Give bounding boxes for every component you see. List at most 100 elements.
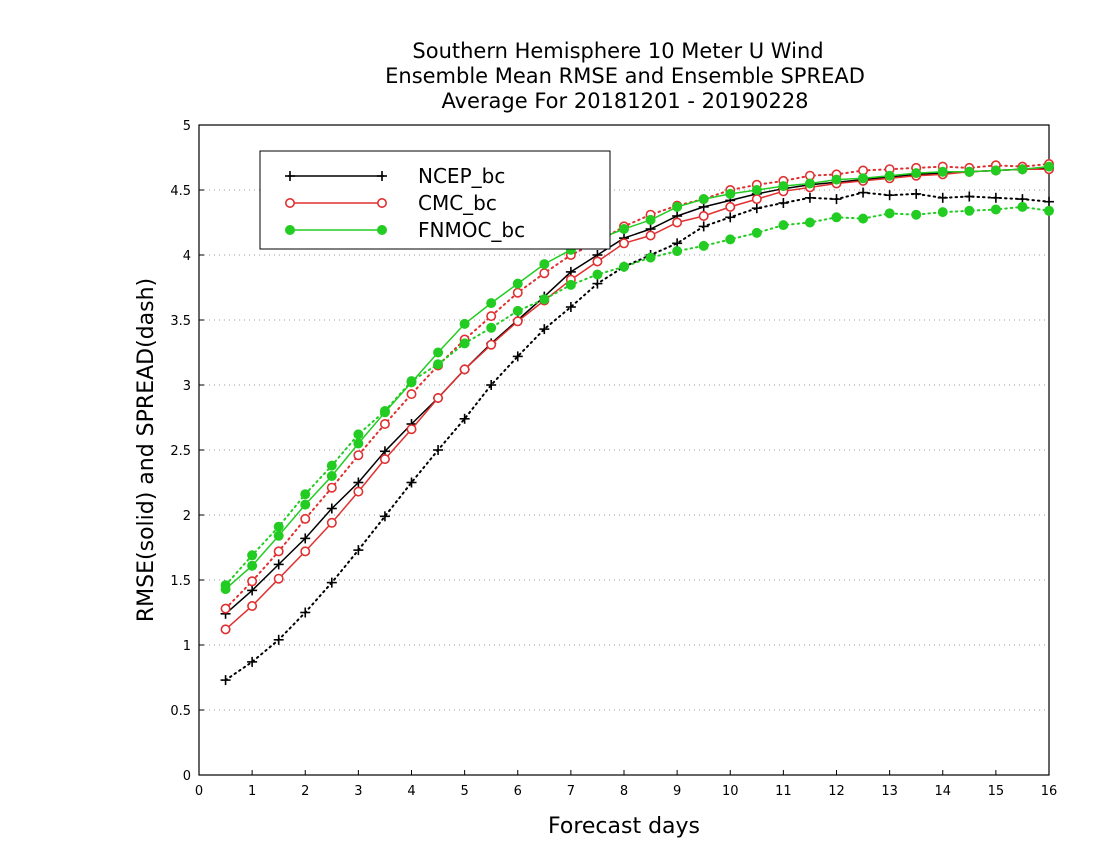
x-tick-label: 2 — [301, 784, 309, 799]
fnmoc-bc-rmse-point — [804, 178, 815, 189]
fnmoc-bc-rmse-point — [990, 165, 1001, 176]
fnmoc-bc-rmse-point — [433, 347, 444, 358]
cmc-bc-spread-point — [220, 603, 231, 614]
fnmoc-bc-rmse-point — [645, 214, 656, 225]
title-line-3: Average For 20181201 - 20190228 — [441, 89, 808, 113]
ncep-bc-spread-point — [831, 194, 842, 205]
cmc-bc-rmse-point — [725, 201, 736, 212]
fnmoc-bc-rmse-point — [459, 318, 470, 329]
fnmoc-bc-spread-point — [990, 204, 1001, 215]
cmc-bc-rmse-point — [512, 316, 523, 327]
cmc-bc-rmse-point — [645, 230, 656, 241]
chart-title: Southern Hemisphere 10 Meter U Wind Ense… — [385, 39, 865, 113]
fnmoc-bc-spread-point — [751, 227, 762, 238]
ncep-bc-spread-point — [751, 203, 762, 214]
cmc-bc-spread-point — [300, 513, 311, 524]
fnmoc-bc-rmse-point — [326, 471, 337, 481]
y-tick-label: 4 — [183, 249, 191, 264]
fnmoc-bc-spread-line — [224, 205, 1050, 587]
fnmoc-bc-spread-point — [858, 213, 869, 224]
ncep-bc-spread-point — [379, 511, 390, 522]
x-tick-label: 6 — [514, 784, 522, 799]
ncep-bc-spread-point — [539, 324, 550, 335]
cmc-bc-rmse-point — [672, 217, 683, 228]
fnmoc-bc-rmse-point — [751, 185, 762, 195]
fnmoc-bc-rmse-point — [512, 278, 523, 289]
legend-items: NCEP_bc CMC_bc FNMOC_bc — [284, 164, 525, 242]
legend-item-fnmoc-bc: FNMOC_bc — [285, 218, 525, 242]
x-tick-label: 1 — [248, 784, 256, 799]
fnmoc-bc-spread-point — [353, 429, 364, 440]
ncep-bc-rmse-point — [326, 503, 337, 514]
x-tick-label: 14 — [934, 784, 951, 799]
ncep-bc-spread-point — [565, 302, 576, 312]
cmc-bc-spread-point — [247, 576, 258, 587]
ncep-bc-spread-point — [911, 188, 922, 199]
x-tick-label: 16 — [1041, 784, 1058, 799]
fnmoc-bc-rmse-point — [858, 173, 869, 184]
x-tick-label: 8 — [620, 784, 628, 799]
fnmoc-bc-rmse-point — [1044, 161, 1054, 172]
cmc-bc-rmse-point — [273, 573, 284, 584]
cmc-bc-rmse-point — [618, 238, 629, 249]
fnmoc-bc-spread-point — [831, 212, 842, 223]
ncep-bc-spread-point — [459, 413, 470, 424]
x-tick-label: 11 — [775, 784, 792, 799]
cmc-bc-rmse-point — [247, 600, 258, 611]
ncep-bc-spread-point — [725, 212, 736, 223]
cmc-bc-spread-point — [406, 389, 417, 400]
cmc-bc-spread-point — [379, 418, 390, 429]
x-tick-label: 10 — [722, 784, 739, 799]
cmc-bc-spread-point — [486, 311, 497, 322]
fnmoc-bc-spread-point — [937, 207, 948, 218]
ncep-bc-spread-point — [698, 221, 709, 232]
fnmoc-bc-rmse-point — [937, 166, 948, 177]
ncep-bc-spread-point — [273, 634, 284, 645]
cmc-bc-rmse-point — [486, 339, 497, 350]
legend-marker — [285, 171, 295, 181]
y-tick-label: 4.5 — [170, 184, 191, 199]
fnmoc-bc-rmse-point — [884, 170, 895, 181]
ncep-bc-spread-point — [592, 278, 603, 289]
y-tick-label: 5 — [183, 119, 191, 134]
fnmoc-bc-rmse-point — [273, 530, 284, 541]
ncep-bc-spread-point — [964, 191, 975, 202]
y-tick-label: 0.5 — [170, 704, 191, 719]
fnmoc-bc-spread-point — [672, 246, 683, 257]
ncep-bc-spread-point — [353, 545, 364, 556]
fnmoc-bc-rmse-point — [778, 181, 789, 192]
ncep-bc-spread-point — [433, 445, 444, 455]
y-tick-label: 1 — [183, 639, 191, 654]
cmc-bc-rmse-point — [698, 211, 709, 222]
x-tick-label: 3 — [354, 784, 362, 799]
legend-item-ncep-bc: NCEP_bc — [285, 164, 505, 188]
fnmoc-bc-spread-point — [1017, 201, 1028, 212]
fnmoc-bc-spread-point — [645, 252, 656, 263]
cmc-bc-rmse-point — [326, 517, 337, 528]
fnmoc-bc-spread-point — [273, 521, 284, 532]
x-tick-label: 12 — [828, 784, 845, 799]
fnmoc-bc-spread-point — [1044, 205, 1054, 216]
fnmoc-bc-spread-point — [698, 240, 709, 251]
ncep-bc-spread-point — [804, 192, 815, 203]
y-tick-label: 0 — [183, 769, 191, 784]
ncep-bc-spread-point — [778, 198, 789, 208]
fnmoc-bc-rmse-point — [353, 438, 364, 449]
legend-marker — [377, 171, 387, 181]
x-tick-label: 15 — [988, 784, 1005, 799]
x-tick-label: 7 — [567, 784, 575, 799]
legend-label: FNMOC_bc — [418, 218, 525, 242]
legend-label: NCEP_bc — [418, 164, 505, 188]
fnmoc-bc-spread-point — [778, 220, 789, 231]
ncep-bc-rmse-point — [247, 585, 258, 596]
x-tick-label: 9 — [673, 784, 681, 799]
legend: NCEP_bc CMC_bc FNMOC_bc — [259, 150, 611, 250]
fnmoc-bc-rmse-point — [220, 584, 231, 595]
fnmoc-bc-rmse-point — [539, 259, 550, 270]
fnmoc-bc-spread-point — [911, 209, 922, 220]
fnmoc-bc-spread-point — [592, 269, 603, 280]
title-line-2: Ensemble Mean RMSE and Ensemble SPREAD — [385, 64, 865, 88]
legend-label: CMC_bc — [418, 191, 497, 215]
fnmoc-bc-spread-point — [964, 205, 975, 216]
title-line-1: Southern Hemisphere 10 Meter U Wind — [412, 39, 823, 63]
